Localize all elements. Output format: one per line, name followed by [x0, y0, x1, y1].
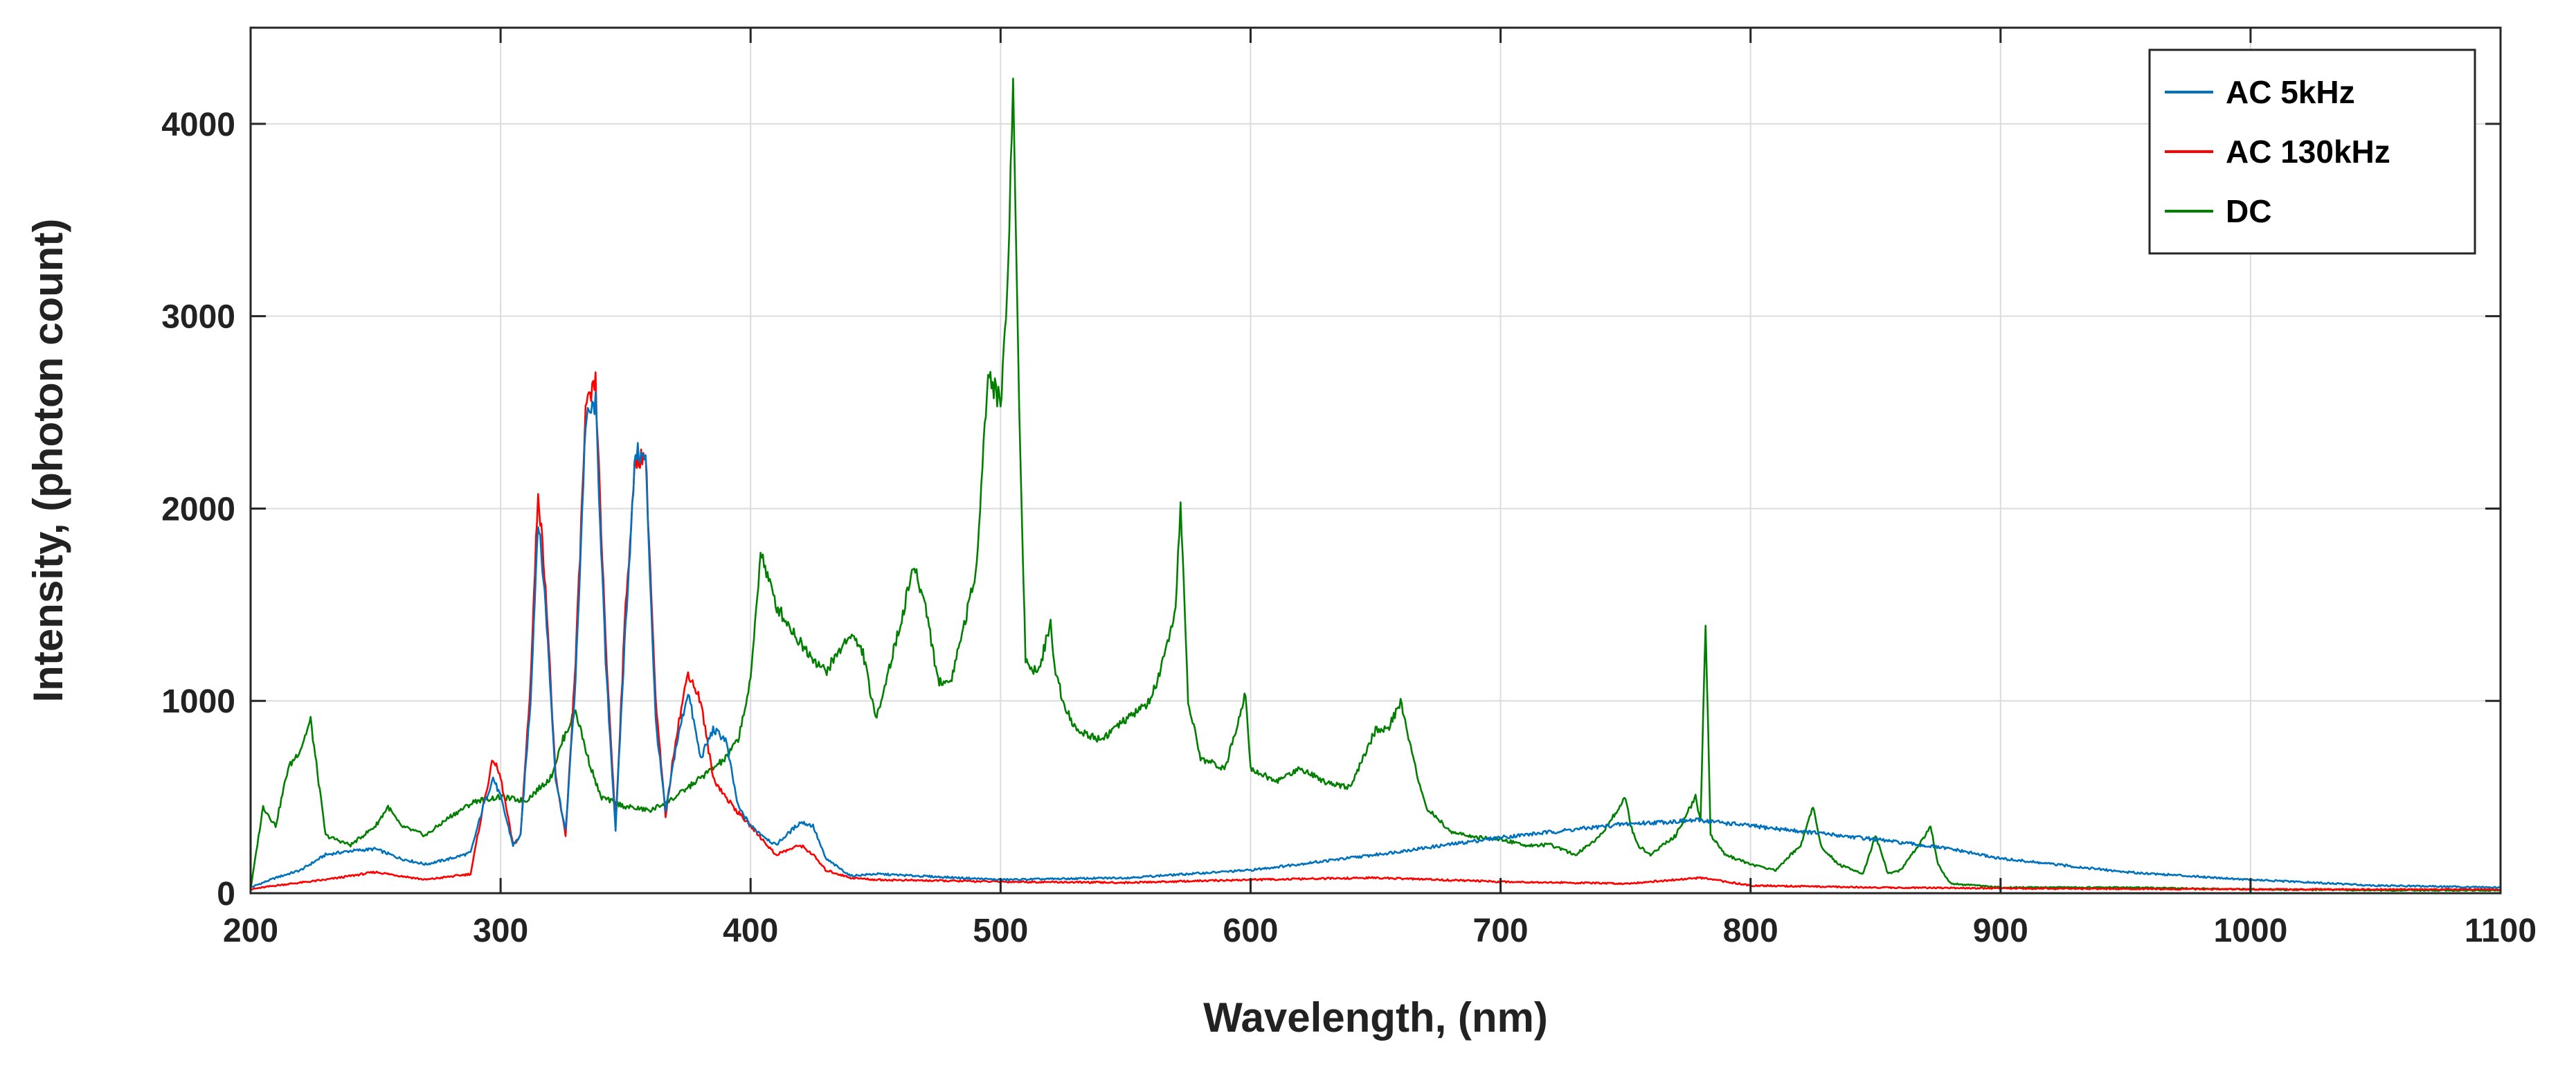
x-tick-label: 1000 — [2213, 913, 2287, 949]
series-layer — [249, 78, 2501, 892]
legend-label: AC 5kHz — [2226, 74, 2355, 110]
x-tick-label: 300 — [473, 913, 528, 949]
x-tick-label: 800 — [1723, 913, 1778, 949]
x-tick-label: 500 — [973, 913, 1028, 949]
x-tick-label: 200 — [223, 913, 278, 949]
y-tick-label: 3000 — [161, 299, 235, 336]
y-tick-label: 4000 — [161, 107, 235, 143]
series-line-2 — [249, 78, 2501, 892]
plot-frame — [249, 26, 2502, 895]
x-axis-label: Wavelength, (nm) — [1203, 994, 1548, 1041]
x-tick-label: 700 — [1473, 913, 1529, 949]
y-tick-label: 2000 — [161, 491, 235, 528]
x-tick-label: 900 — [1973, 913, 2028, 949]
series-line-1 — [250, 371, 2501, 891]
x-tick-label: 400 — [723, 913, 778, 949]
x-tick-label: 600 — [1223, 913, 1278, 949]
y-tick-label: 0 — [217, 876, 235, 913]
axis-ticks: 200 300 400 500 600 700 800 900 1000 1100 0 1000 200… — [161, 28, 2537, 949]
legend-label: DC — [2226, 193, 2271, 229]
legend-label: AC 130kHz — [2226, 134, 2390, 170]
y-tick-label: 1000 — [161, 683, 235, 720]
series-line-0 — [250, 391, 2501, 889]
y-axis-label: Intensity, (photon count) — [25, 219, 71, 703]
x-tick-label: 1100 — [2465, 913, 2537, 949]
legend: AC 5kHz AC 130kHz DC — [2148, 48, 2476, 255]
